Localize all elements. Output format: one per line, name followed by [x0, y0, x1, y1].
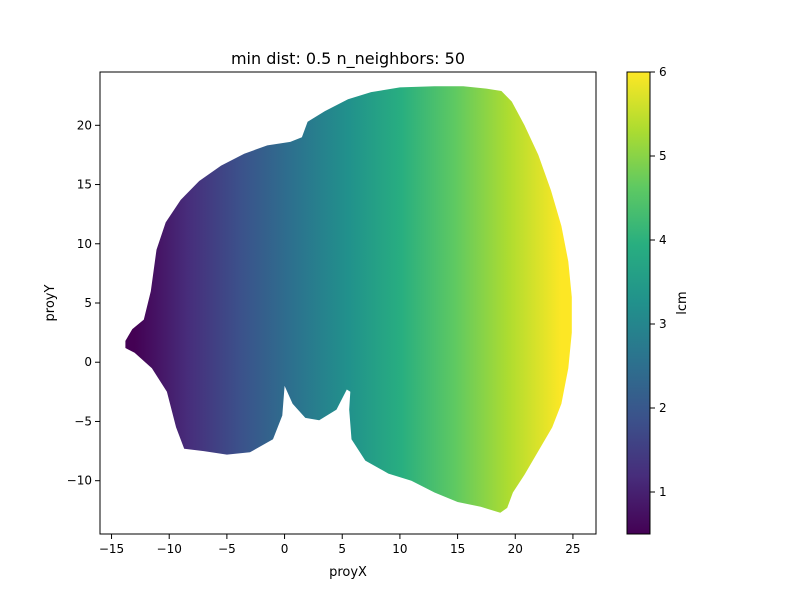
x-tick-label: −15: [99, 542, 124, 556]
x-tick-label: 20: [508, 542, 523, 556]
x-tick-label: −10: [157, 542, 182, 556]
colorbar-tick-label: 4: [659, 233, 667, 247]
colorbar-tick-label: 5: [659, 149, 667, 163]
colorbar-tick-label: 1: [659, 485, 667, 499]
y-tick-label: 5: [84, 296, 92, 310]
y-tick-label: 20: [77, 118, 92, 132]
colorbar-label: lcm: [675, 291, 690, 314]
x-axis-label: proyX: [329, 565, 367, 580]
y-tick-label: −10: [67, 474, 92, 488]
y-axis-ticks: −10 −5 0 5 10 15 20: [67, 118, 100, 488]
y-tick-label: 0: [84, 355, 92, 369]
y-tick-label: 10: [77, 237, 92, 251]
x-tick-label: 0: [281, 542, 289, 556]
colorbar-gradient: [626, 71, 651, 535]
colorbar-tick-label: 2: [659, 401, 667, 415]
x-tick-label: 25: [565, 542, 580, 556]
x-axis-ticks: −15 −10 −5 0 5 10 15 20 25: [99, 534, 581, 556]
y-tick-label: 15: [77, 178, 92, 192]
colorbar-tick-label: 6: [659, 65, 667, 79]
colorbar-ticks: 1 2 3 4 5 6: [650, 65, 667, 499]
y-axis-label: proyY: [43, 284, 58, 321]
x-tick-label: −5: [218, 542, 236, 556]
colorbar-tick-label: 3: [659, 317, 667, 331]
y-tick-label: −5: [74, 414, 92, 428]
x-tick-label: 15: [450, 542, 465, 556]
x-tick-label: 10: [392, 542, 407, 556]
plot-area: −15 −10 −5 0 5 10 15 20 25 −10 −5 0 5 10 15 20: [67, 71, 597, 556]
chart-title: min dist: 0.5 n_neighbors: 50: [231, 49, 465, 69]
x-tick-label: 5: [338, 542, 346, 556]
colorbar: 1 2 3 4 5 6 lcm: [626, 65, 690, 535]
point-cloud: [125, 86, 572, 513]
